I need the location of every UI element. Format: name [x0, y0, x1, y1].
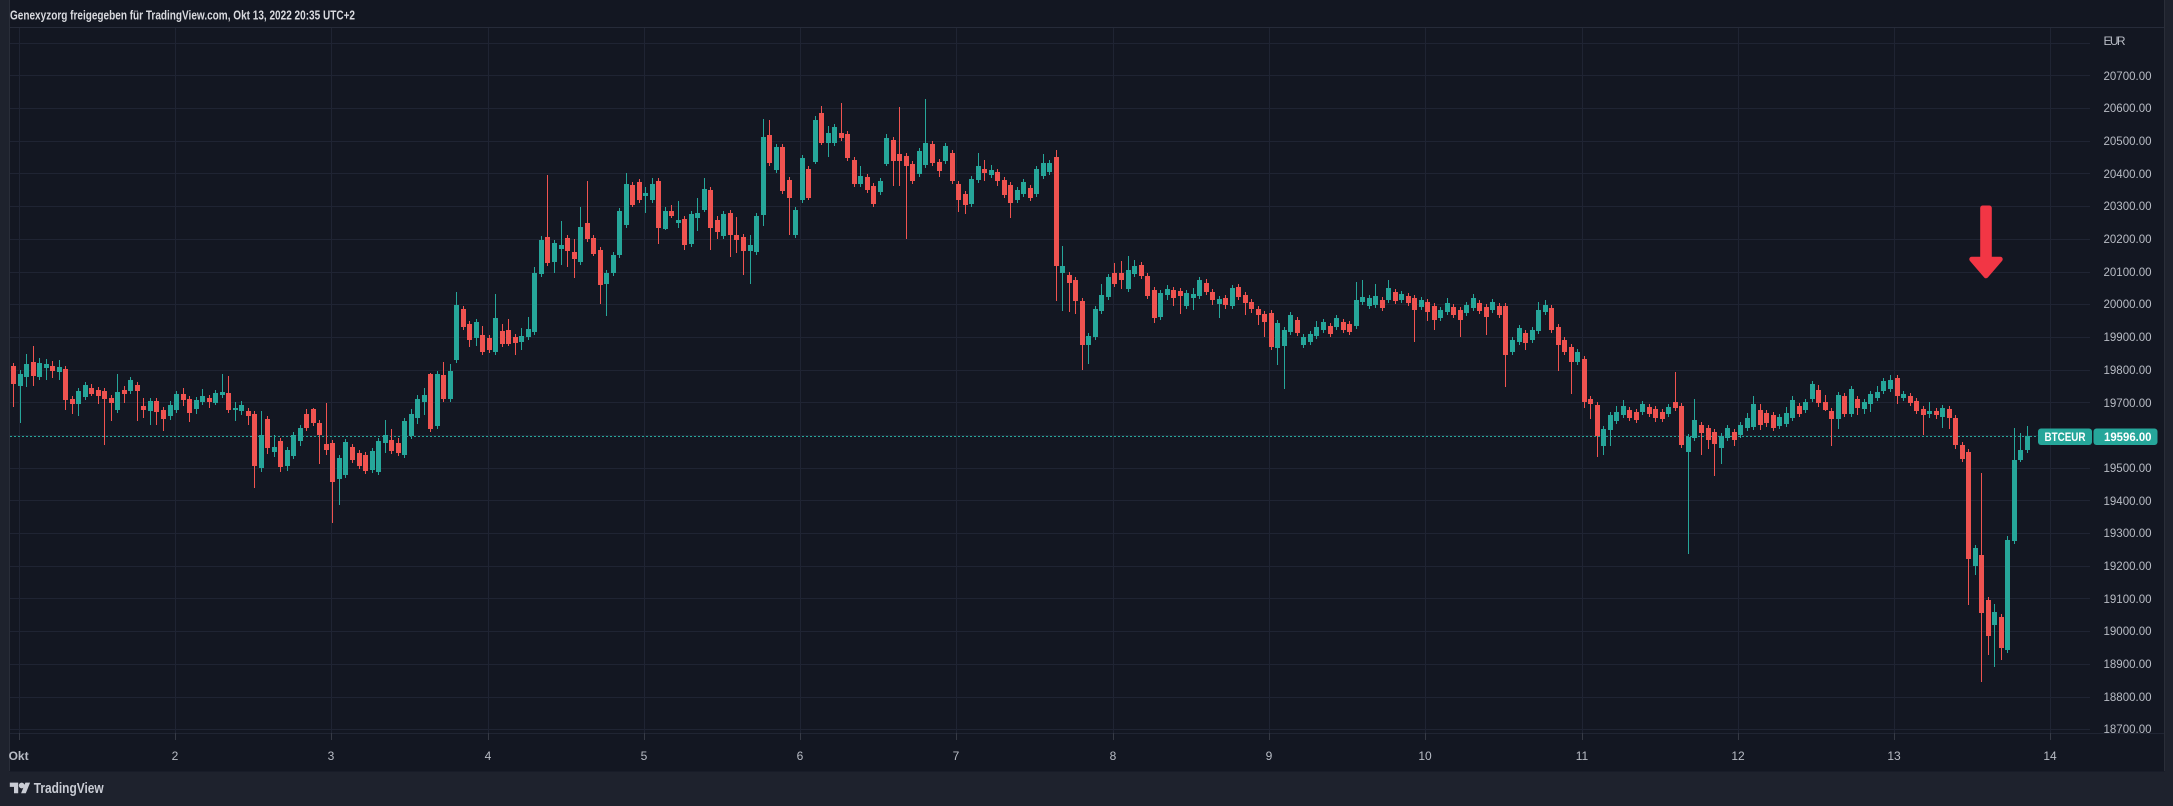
svg-text:9: 9 — [1266, 749, 1273, 763]
svg-text:3: 3 — [328, 749, 335, 763]
svg-text:7: 7 — [953, 749, 960, 763]
svg-text:18700.00: 18700.00 — [2104, 722, 2152, 736]
svg-text:5: 5 — [641, 749, 648, 763]
svg-text:BTCEUR: BTCEUR — [2045, 430, 2086, 444]
svg-text:19500.00: 19500.00 — [2104, 461, 2152, 475]
svg-text:19000.00: 19000.00 — [2104, 624, 2152, 638]
svg-text:19800.00: 19800.00 — [2104, 363, 2152, 377]
svg-text:14: 14 — [2043, 749, 2057, 763]
svg-text:8: 8 — [1110, 749, 1117, 763]
svg-text:12: 12 — [1731, 749, 1745, 763]
svg-text:19300.00: 19300.00 — [2104, 526, 2152, 540]
svg-text:TradingView: TradingView — [34, 781, 105, 797]
svg-text:20600.00: 20600.00 — [2104, 101, 2152, 115]
svg-text:4: 4 — [485, 749, 492, 763]
svg-text:20000.00: 20000.00 — [2104, 297, 2152, 311]
svg-text:2: 2 — [172, 749, 179, 763]
svg-text:18900.00: 18900.00 — [2104, 657, 2152, 671]
svg-text:19400.00: 19400.00 — [2104, 494, 2152, 508]
svg-text:EUR: EUR — [2104, 34, 2126, 48]
svg-text:20200.00: 20200.00 — [2104, 232, 2152, 246]
svg-text:Genexyzorg freigegeben für Tra: Genexyzorg freigegeben für TradingView.c… — [10, 7, 355, 22]
svg-text:6: 6 — [797, 749, 804, 763]
svg-text:20700.00: 20700.00 — [2104, 69, 2152, 83]
svg-text:10: 10 — [1418, 749, 1432, 763]
svg-text:19900.00: 19900.00 — [2104, 330, 2152, 344]
svg-text:11: 11 — [1576, 749, 1589, 763]
svg-text:20300.00: 20300.00 — [2104, 199, 2152, 213]
svg-text:20400.00: 20400.00 — [2104, 167, 2152, 181]
svg-text:19700.00: 19700.00 — [2104, 396, 2152, 410]
svg-text:Okt: Okt — [9, 749, 29, 763]
svg-text:20500.00: 20500.00 — [2104, 134, 2152, 148]
svg-text:19100.00: 19100.00 — [2104, 592, 2152, 606]
svg-text:20100.00: 20100.00 — [2104, 265, 2152, 279]
svg-text:19596.00: 19596.00 — [2104, 430, 2152, 444]
svg-text:13: 13 — [1887, 749, 1901, 763]
svg-text:19200.00: 19200.00 — [2104, 559, 2152, 573]
svg-text:18800.00: 18800.00 — [2104, 690, 2152, 704]
